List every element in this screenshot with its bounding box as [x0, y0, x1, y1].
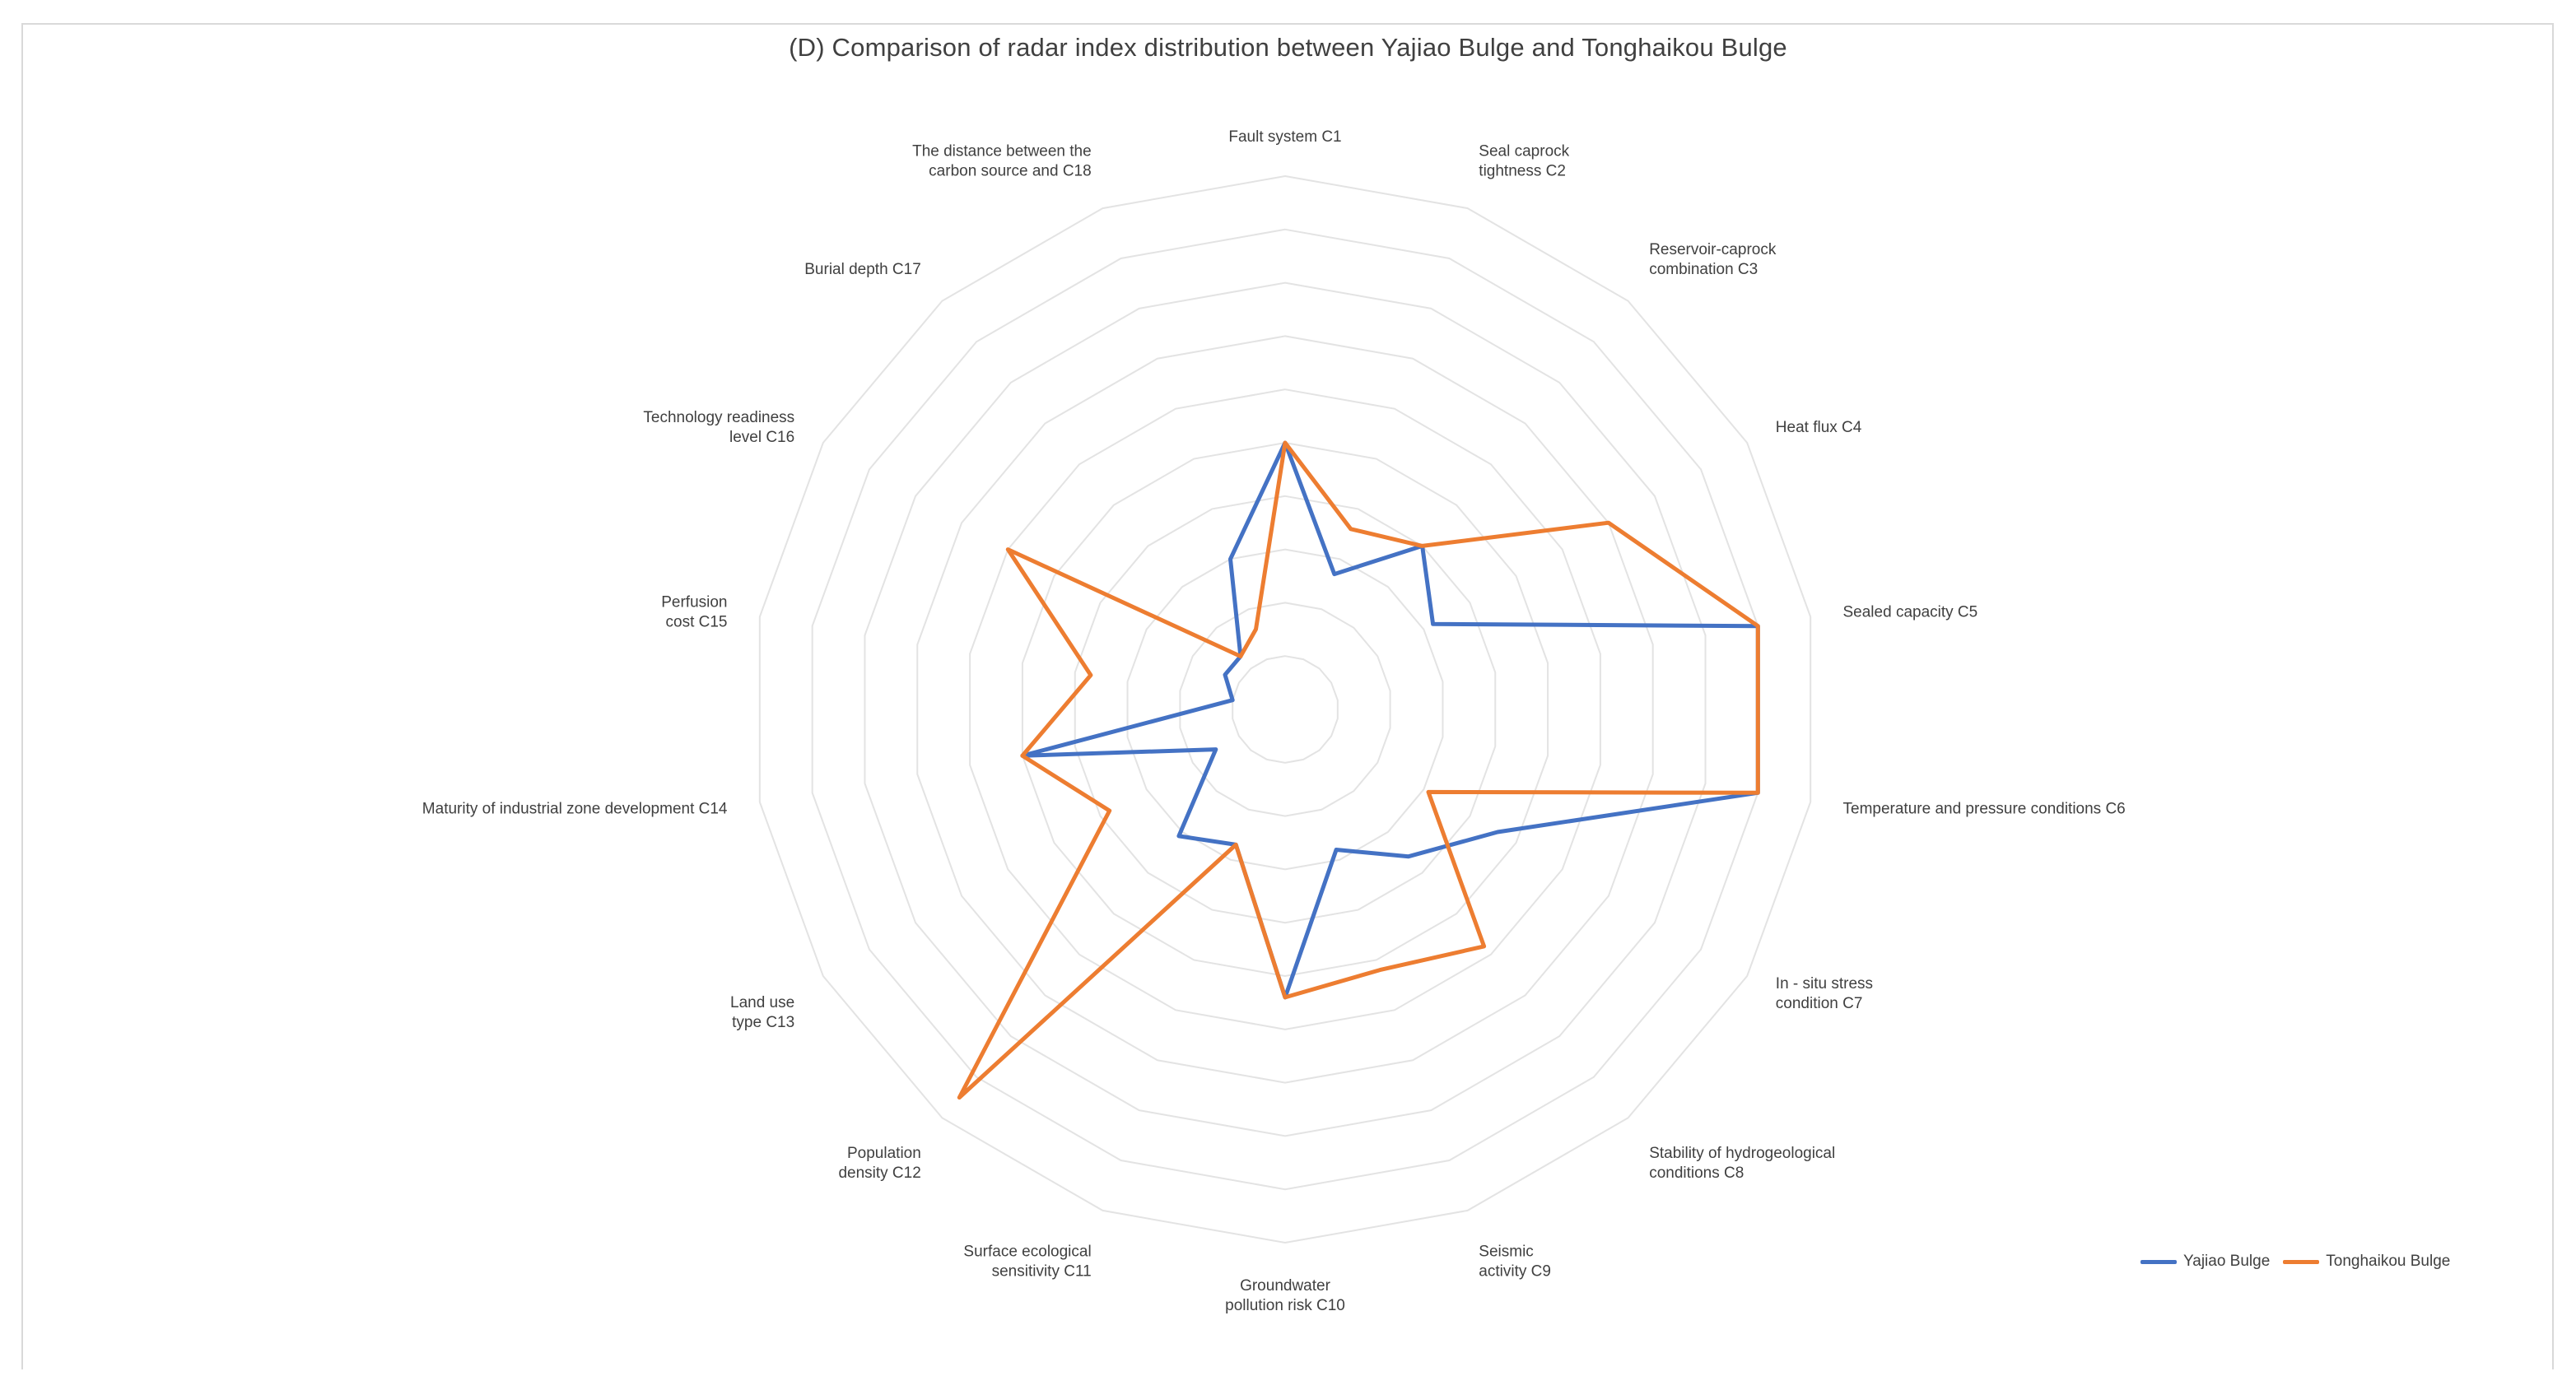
legend-swatch-tonghaikou: [2283, 1259, 2320, 1264]
grid-ring-9: [811, 228, 1759, 1191]
grid-ring-2: [1179, 602, 1391, 817]
legend-label-yajiao: Yajiao Bulge: [2183, 1253, 2271, 1270]
axis-label-c10: Groundwater pollution risk C10: [1225, 1277, 1345, 1314]
axis-label-c4: Heat flux C4: [1776, 419, 1862, 436]
series-lines: [957, 440, 1760, 1100]
axis-label-c9: Seismic activity C9: [1479, 1244, 1551, 1281]
grid-ring-1: [1232, 655, 1339, 764]
grid-ring-10: [758, 174, 1812, 1244]
radar-grid: [758, 174, 1812, 1244]
axis-label-c5: Sealed capacity C5: [1843, 604, 1978, 621]
legend: Yajiao Bulge Tonghaikou Bulge: [2140, 1253, 2463, 1271]
grid-ring-3: [1126, 548, 1444, 871]
grid-ring-6: [969, 388, 1601, 1030]
legend-item-tonghaikou: Tonghaikou Bulge: [2283, 1253, 2450, 1271]
axis-label-c14: Maturity of industrial zone development …: [422, 801, 728, 818]
legend-label-tonghaikou: Tonghaikou Bulge: [2326, 1253, 2451, 1270]
axis-label-c15: Perfusion cost C15: [661, 594, 727, 631]
axis-label-c7: In - situ stress condition C7: [1776, 975, 1873, 1012]
grid-ring-5: [1021, 441, 1549, 978]
axis-label-c12: Population density C12: [838, 1145, 920, 1182]
axis-label-c2: Seal caprock tightness C2: [1479, 143, 1569, 180]
axis-label-c1: Fault system C1: [1228, 128, 1341, 146]
chart-title: (D) Comparison of radar index distributi…: [789, 33, 1787, 62]
legend-swatch-yajiao: [2140, 1259, 2177, 1264]
axis-labels: Fault system C1 Seal caprock tightness C2 R…: [422, 128, 2126, 1314]
axis-label-c3: Reservoir-caprock combination C3: [1649, 241, 1777, 278]
axis-label-c18: The distance between the carbon source an…: [912, 143, 1092, 180]
legend-item-yajiao: Yajiao Bulge: [2140, 1253, 2270, 1271]
axis-label-c11: Surface ecological sensitivity C11: [963, 1244, 1091, 1281]
grid-ring-8: [864, 281, 1707, 1137]
axis-label-c8: Stability of hydrogeological conditions C…: [1649, 1145, 1835, 1182]
axis-label-c13: Land use type C13: [730, 994, 794, 1031]
axis-label-c6: Temperature and pressure conditions C6: [1843, 801, 2126, 818]
chart-frame: [21, 23, 2554, 1369]
grid-ring-4: [1074, 495, 1497, 924]
axis-label-c16: Technology readiness level C16: [643, 409, 794, 446]
series-line-tonghaikou-bulge: [957, 440, 1760, 1100]
axis-label-c17: Burial depth C17: [804, 261, 921, 278]
